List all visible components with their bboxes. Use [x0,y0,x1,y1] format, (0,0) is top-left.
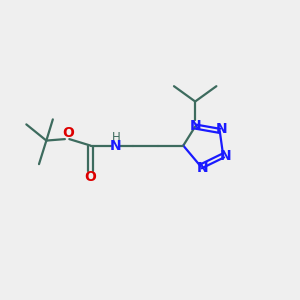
Text: H: H [112,131,121,144]
Text: N: N [215,122,227,136]
Text: N: N [220,148,231,163]
Text: O: O [85,170,97,184]
Text: N: N [110,139,122,153]
Text: N: N [196,161,208,175]
Text: O: O [62,126,74,140]
Text: N: N [189,119,201,133]
